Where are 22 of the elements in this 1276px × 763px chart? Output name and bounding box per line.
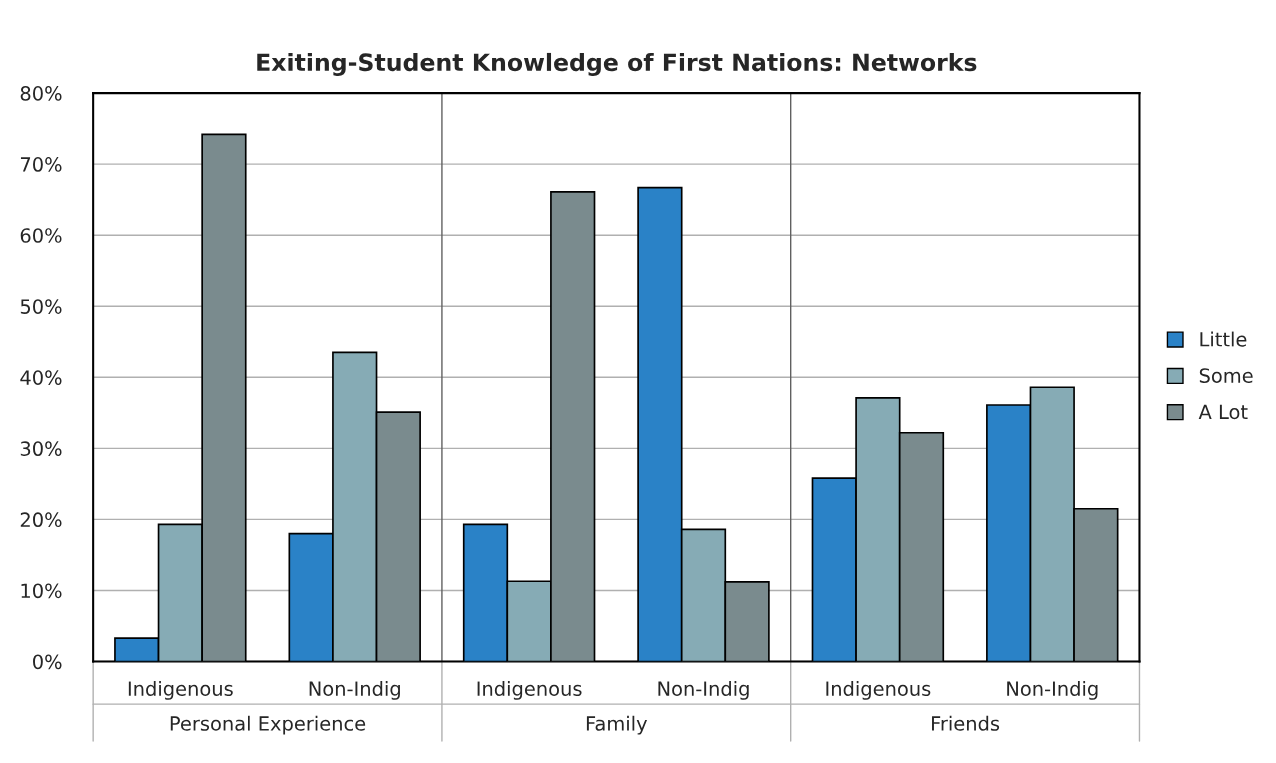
- legend-label: Little: [1200, 331, 1247, 347]
- x-tick-label: Indigenous: [826, 680, 931, 700]
- y-tick-label: 20%: [20, 512, 62, 528]
- y-tick-label: 40%: [20, 370, 62, 385]
- text: Family: [586, 715, 648, 735]
- y-tick-label: 60%: [20, 228, 62, 243]
- y-tick-label: 80%: [20, 86, 62, 101]
- y-tick-label: 0%: [33, 654, 62, 670]
- y-tick-label: 10%: [21, 583, 62, 599]
- x-tick-label: Non-Indig: [309, 680, 400, 700]
- text: Friends: [932, 715, 1000, 731]
- y-tick-label: 50%: [20, 299, 62, 314]
- text: Personal Experience: [170, 715, 366, 735]
- x-tick-label: Non-Indig: [1007, 680, 1098, 700]
- x-tick-label: Non-Indig: [658, 680, 749, 700]
- chart-title: Exiting-Student Knowledge of First Nations: Networks: [257, 52, 977, 76]
- x-tick-label: Indigenous: [128, 680, 233, 700]
- legend-label: A Lot: [1198, 404, 1248, 420]
- y-tick-label: 30%: [20, 441, 62, 457]
- y-tick-label: 70%: [20, 157, 62, 172]
- legend-label: Some: [1199, 368, 1253, 383]
- x-tick-label: Indigenous: [477, 680, 582, 700]
